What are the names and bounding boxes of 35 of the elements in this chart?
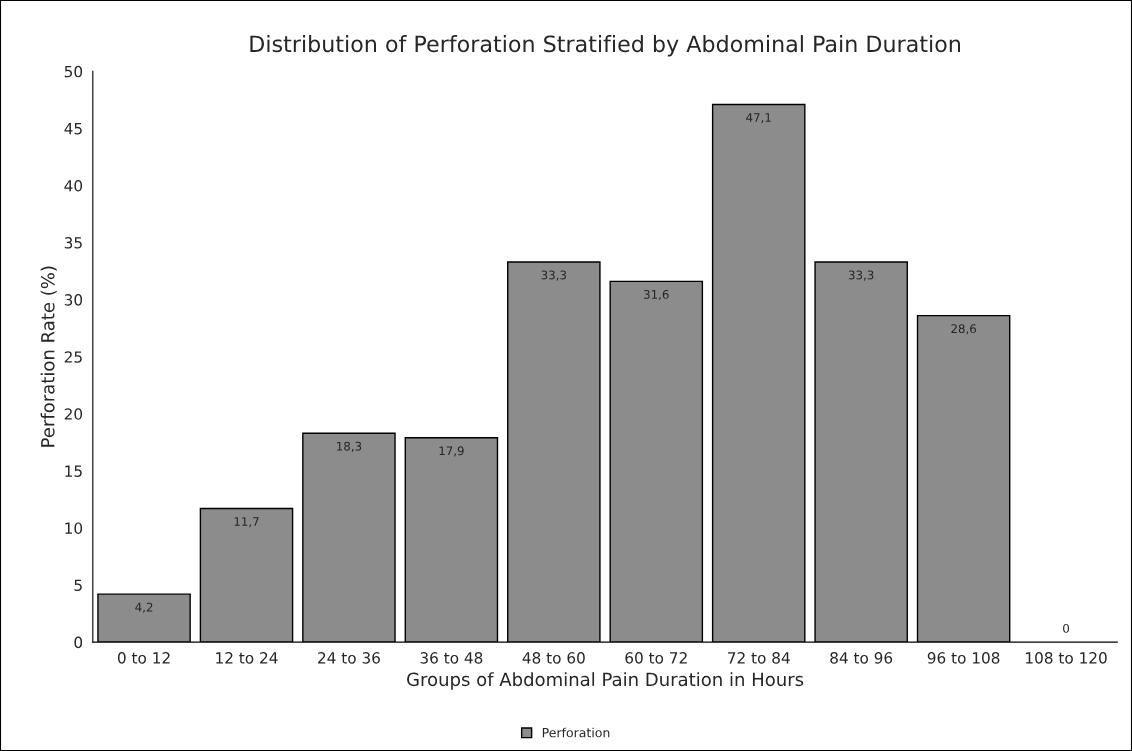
data-label: 33,3 bbox=[541, 270, 567, 281]
y-tick-label: 10 bbox=[65, 522, 83, 534]
x-tick-label: 108 to 120 bbox=[1026, 652, 1107, 664]
x-tick-label: 36 to 48 bbox=[420, 652, 483, 664]
data-label: 47,1 bbox=[746, 113, 771, 124]
data-label: 31,6 bbox=[644, 289, 669, 301]
y-tick-label: 50 bbox=[64, 65, 83, 78]
data-label: 28,6 bbox=[951, 324, 977, 335]
y-tick-label: 30 bbox=[64, 294, 83, 306]
x-tick-label: 24 to 36 bbox=[318, 652, 380, 664]
y-tick-label: 35 bbox=[64, 237, 82, 249]
x-axis-title: Groups of Abdominal Pain Duration in Hours bbox=[407, 672, 804, 690]
data-label: 0 bbox=[1063, 623, 1070, 633]
data-label: 4,2 bbox=[135, 602, 153, 613]
y-axis-title: Perforation Rate (%) bbox=[40, 266, 57, 447]
y-tick-label: 20 bbox=[64, 408, 83, 420]
y-tick-label: 25 bbox=[64, 351, 82, 363]
data-label: 18,3 bbox=[337, 441, 362, 452]
x-tick-label: 84 to 96 bbox=[830, 652, 893, 664]
data-label: 33,3 bbox=[848, 270, 874, 281]
chart-title: Distribution of Perforation Stratified by Abdominal Pain Duration bbox=[250, 35, 960, 57]
x-tick-label: 72 to 84 bbox=[728, 652, 790, 664]
x-tick-label: 0 to 12 bbox=[117, 652, 170, 664]
x-tick-label: 60 to 72 bbox=[625, 652, 687, 664]
y-tick-label: 5 bbox=[74, 579, 82, 592]
y-tick-label: 40 bbox=[64, 179, 83, 192]
legend-label: Perforation bbox=[542, 727, 610, 738]
data-label: 11,7 bbox=[234, 517, 259, 528]
x-tick-label: 96 to 108 bbox=[927, 652, 1000, 664]
y-tick-label: 15 bbox=[65, 465, 82, 477]
x-tick-label: 12 to 24 bbox=[216, 652, 278, 664]
data-label: 17,9 bbox=[439, 446, 464, 457]
y-tick-label: 0 bbox=[74, 636, 83, 649]
y-tick-label: 45 bbox=[64, 123, 82, 135]
x-tick-label: 48 to 60 bbox=[522, 652, 585, 664]
